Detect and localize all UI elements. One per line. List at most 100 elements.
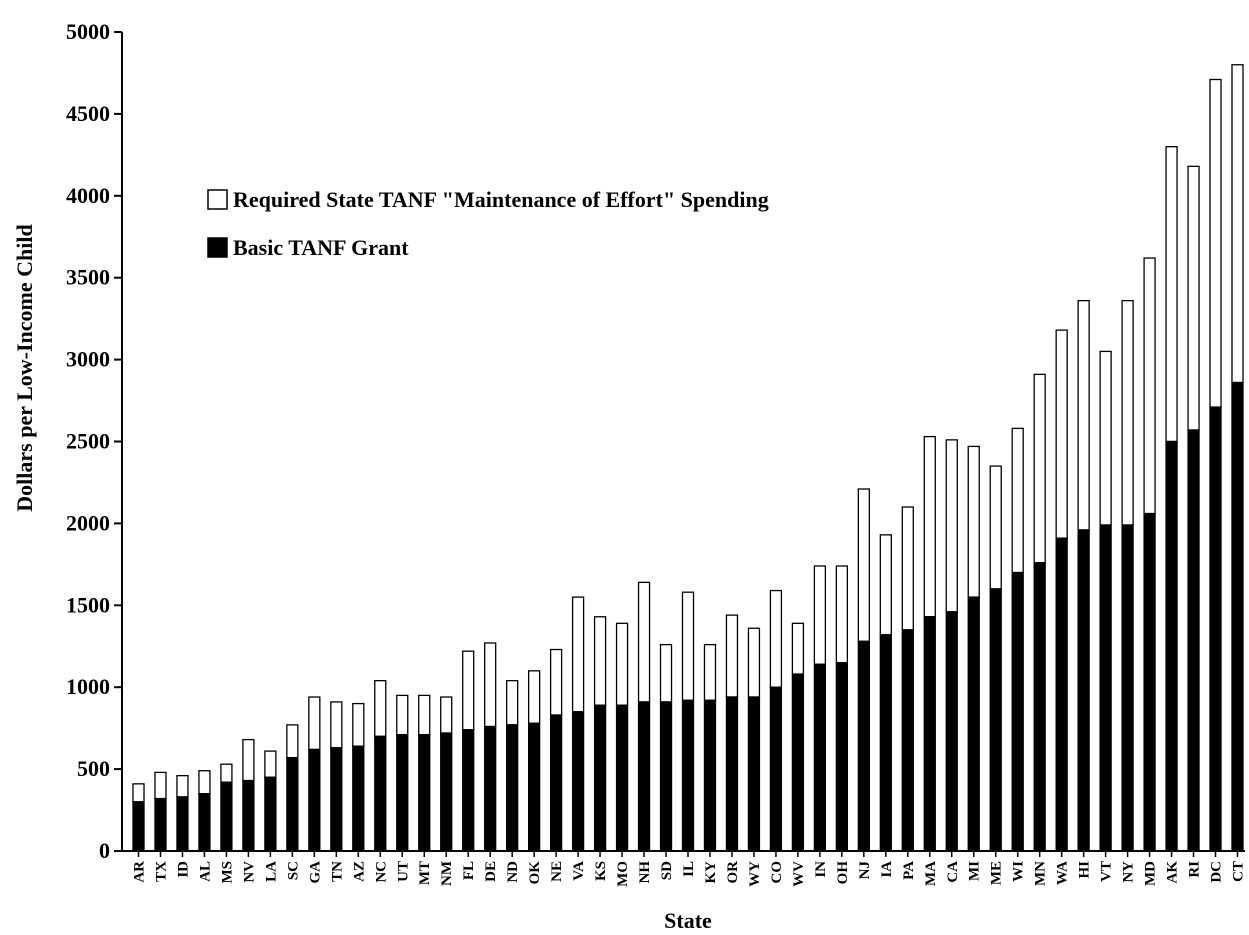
x-axis: AR TX ID AL MS NV LA SC GA TN AZ NC UT MT NM FL DE ND OK NE…	[122, 850, 1247, 887]
bar-moe-ga	[308, 696, 321, 751]
bar-moe-az	[352, 702, 365, 747]
bar-basic-me	[989, 588, 1002, 852]
x-tick-label-mi: MI	[967, 861, 983, 881]
x-tick-label-sc: SC	[285, 861, 301, 880]
bar-basic-va	[571, 711, 585, 852]
bar-moe-va	[571, 596, 585, 713]
bar-moe-tn	[330, 701, 343, 749]
bar-basic-ut	[396, 734, 409, 852]
bar-basic-id	[176, 796, 189, 852]
bar-moe-nc	[374, 679, 387, 737]
bar-basic-sd	[659, 701, 673, 852]
x-tick-label-ak: AK	[1165, 861, 1181, 884]
bar-basic-nm	[440, 732, 453, 852]
y-axis-title: Dollars per Low-Income Child	[12, 224, 37, 511]
bar-basic-sc	[286, 756, 299, 852]
x-tick-label-hi: HI	[1077, 861, 1093, 879]
bar-moe-mi	[967, 445, 980, 598]
y-tick-label: 3500	[66, 265, 110, 290]
x-tick-label-ct: CT	[1231, 861, 1247, 882]
y-axis: 0 500 1000 1500 2000 2500 3000 3500 4000 4500 5000	[66, 19, 123, 863]
y-tick-label: 1500	[66, 592, 110, 617]
bar-moe-nv	[242, 738, 255, 782]
x-tick-label-ut: UT	[395, 861, 411, 882]
bar-moe-sc	[286, 724, 299, 759]
x-tick-label-pa: PA	[901, 861, 917, 880]
bar-basic-az	[352, 745, 365, 852]
x-tick-label-md: MD	[1143, 861, 1159, 886]
bar-basic-in	[813, 663, 827, 852]
x-tick-label-sd: SD	[659, 861, 675, 880]
x-tick-label-de: DE	[483, 861, 499, 882]
bar-moe-ri	[1187, 165, 1200, 431]
bar-moe-il	[681, 591, 695, 701]
y-tick-label: 1000	[66, 674, 110, 699]
bar-moe-oh	[835, 565, 849, 664]
bar-moe-dc	[1209, 78, 1222, 408]
x-tick-label-wy: WY	[747, 861, 763, 887]
x-tick-label-oh: OH	[835, 861, 851, 885]
bar-moe-vt	[1099, 350, 1112, 526]
x-tick-label-ma: MA	[923, 861, 939, 886]
bar-moe-md	[1143, 257, 1156, 515]
x-tick-label-mt: MT	[417, 861, 433, 885]
x-tick-label-ky: KY	[703, 861, 719, 884]
bar-moe-mn	[1033, 373, 1046, 564]
x-tick-label-dc: DC	[1209, 861, 1225, 883]
x-tick-label-nj: NJ	[857, 861, 873, 880]
bar-basic-mi	[967, 596, 980, 852]
bar-basic-al	[198, 793, 211, 852]
x-tick-label-or: OR	[725, 861, 741, 884]
bar-basic-ny	[1121, 524, 1134, 852]
x-tick-label-ia: IA	[879, 861, 895, 878]
bar-moe-ct	[1231, 64, 1244, 384]
bar-moe-wy	[747, 627, 761, 698]
y-tick-label: 500	[77, 756, 110, 781]
bar-basic-md	[1143, 512, 1156, 852]
bar-basic-ne	[549, 714, 563, 852]
bar-basic-mt	[418, 734, 431, 852]
bar-basic-ok	[527, 722, 541, 852]
y-tick-label: 0	[99, 838, 110, 863]
bar-basic-nj	[857, 640, 870, 852]
bar-basic-nv	[242, 779, 255, 852]
x-tick-label-nh: NH	[637, 861, 653, 884]
x-tick-label-co: CO	[769, 861, 785, 884]
bar-moe-mo	[615, 622, 629, 706]
bar-moe-ma	[923, 435, 936, 618]
bar-basic-fl	[462, 729, 475, 852]
bar-basic-ky	[703, 699, 717, 852]
bar-basic-wi	[1011, 571, 1024, 852]
x-tick-label-ne: NE	[549, 861, 565, 882]
y-tick-label: 3000	[66, 347, 110, 372]
legend-label-basic: Basic TANF Grant	[233, 235, 409, 260]
x-tick-label-me: ME	[989, 861, 1005, 885]
x-tick-label-nm: NM	[439, 861, 455, 886]
bar-basic-ia	[879, 634, 892, 852]
x-axis-title: State	[664, 908, 712, 933]
bar-moe-hi	[1077, 299, 1090, 531]
bar-basic-wy	[747, 696, 761, 852]
bar-moe-wi	[1011, 427, 1024, 574]
bar-moe-or	[725, 614, 739, 698]
x-tick-label-va: VA	[571, 861, 587, 881]
bar-basic-ri	[1187, 429, 1200, 852]
bar-basic-il	[681, 699, 695, 852]
bar-basic-wv	[791, 673, 805, 852]
x-tick-label-la: LA	[263, 861, 279, 882]
bar-moe-ne	[549, 648, 563, 716]
bar-basic-co	[769, 686, 783, 852]
x-tick-label-fl: FL	[461, 861, 477, 880]
x-tick-label-ny: NY	[1121, 861, 1137, 883]
bar-moe-de	[484, 642, 497, 728]
bar-basic-ca	[945, 611, 958, 852]
bars	[132, 64, 1244, 852]
y-tick-label: 2500	[66, 429, 110, 454]
legend-swatch-moe	[207, 189, 228, 210]
bar-moe-wv	[791, 622, 805, 675]
bar-moe-sd	[659, 643, 673, 703]
bar-basic-wa	[1055, 537, 1068, 852]
bar-basic-nc	[374, 735, 387, 852]
bar-moe-co	[769, 589, 783, 688]
x-tick-label-ms: MS	[219, 861, 235, 884]
